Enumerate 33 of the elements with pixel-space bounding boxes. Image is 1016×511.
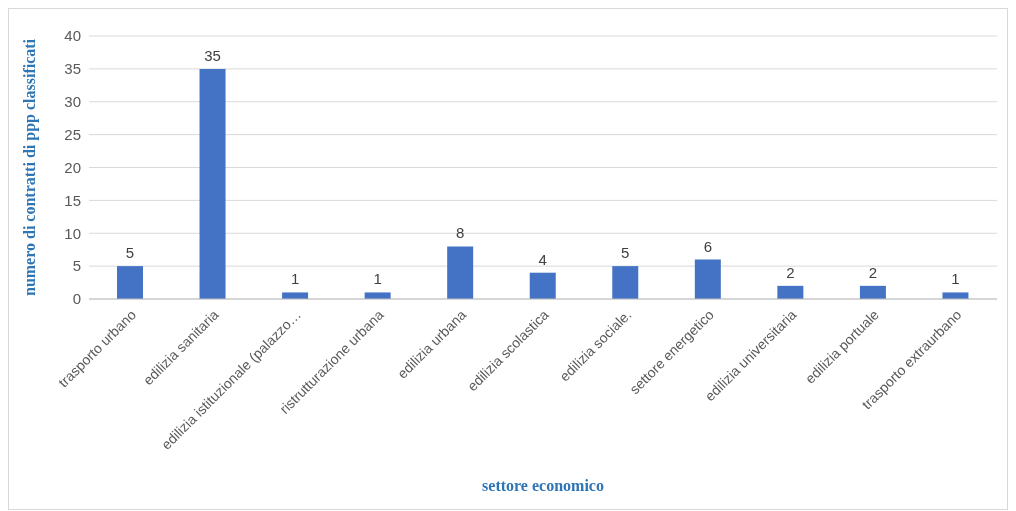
y-tick-label: 35 [64, 60, 81, 78]
y-tick-label: 25 [64, 125, 81, 143]
x-axis-title: settore economico [482, 477, 604, 494]
bar [859, 285, 886, 299]
data-label: 2 [786, 263, 795, 281]
bar [282, 292, 309, 299]
bar [777, 285, 804, 299]
bar [694, 259, 721, 299]
data-label: 8 [456, 224, 465, 242]
y-tick-label: 20 [64, 158, 81, 176]
y-tick-label: 10 [64, 224, 81, 242]
y-tick-label: 40 [64, 27, 81, 45]
data-label: 4 [538, 250, 547, 268]
y-tick-label: 0 [72, 290, 81, 308]
data-label: 1 [290, 270, 300, 288]
y-tick-label: 5 [72, 257, 81, 275]
data-label: 2 [868, 263, 878, 281]
data-label: 1 [951, 270, 960, 288]
data-label: 5 [621, 244, 630, 262]
bar [447, 246, 474, 299]
bar [612, 266, 639, 299]
bar [942, 292, 969, 299]
bar [117, 266, 143, 299]
bar [529, 272, 556, 299]
bar [199, 68, 226, 299]
y-axis-title: numero di contratti di ppp classificati [20, 38, 39, 297]
y-tick-label: 15 [64, 191, 81, 209]
bar [364, 292, 391, 299]
y-tick-label: 30 [64, 93, 81, 111]
data-label: 6 [703, 237, 712, 255]
data-label: 1 [373, 270, 382, 288]
data-label: 5 [125, 244, 135, 262]
data-label: 35 [204, 46, 221, 64]
